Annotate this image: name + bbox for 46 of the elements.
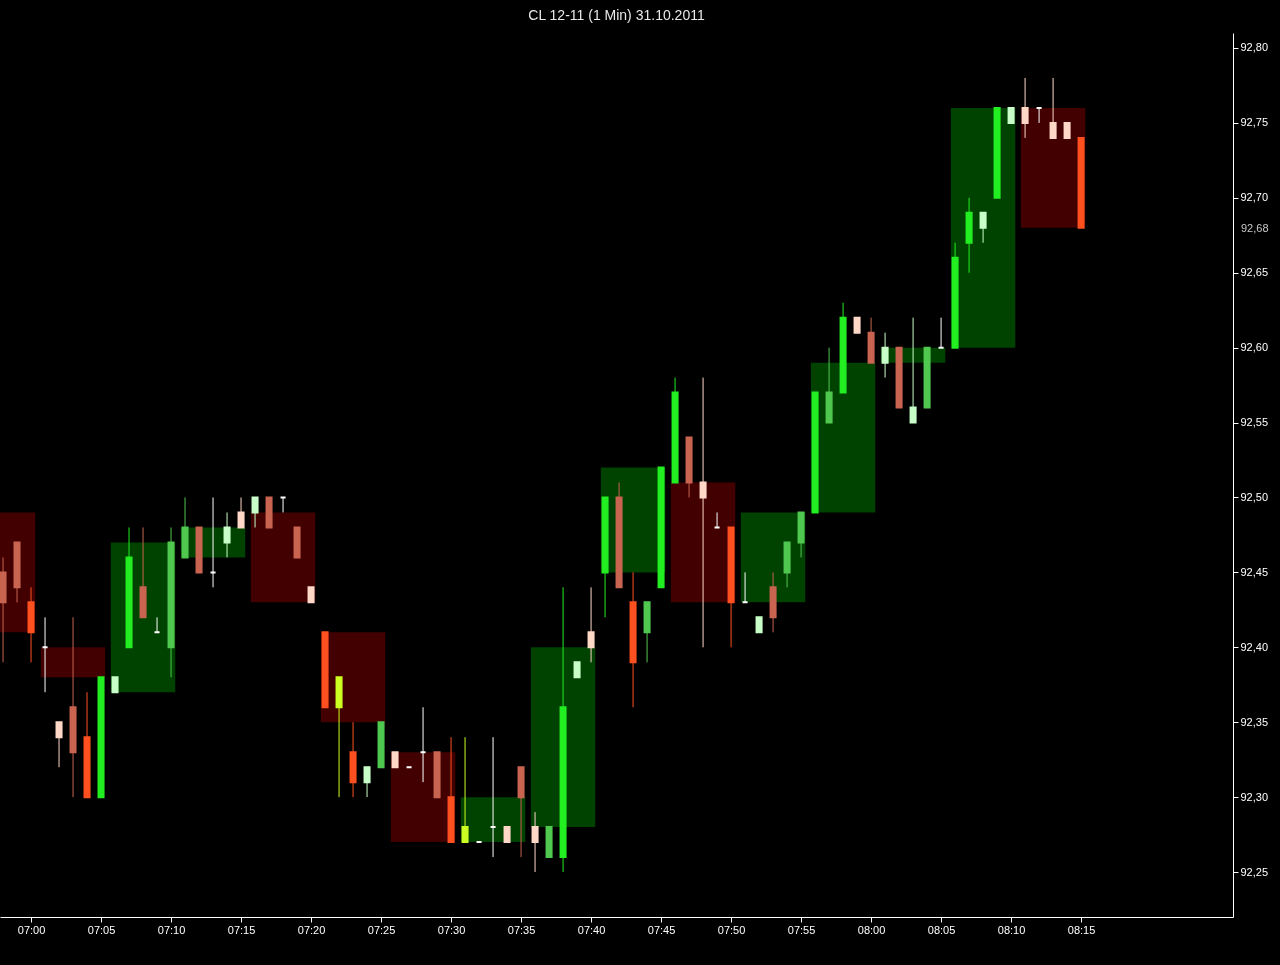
x-tick-label: 07:10 bbox=[157, 923, 186, 936]
bar bbox=[250, 512, 316, 603]
y-tick-label: 92,65 bbox=[1240, 266, 1269, 279]
x-tick-label: 08:05 bbox=[927, 923, 956, 936]
candlestick bbox=[699, 377, 707, 648]
x-tick-label: 07:05 bbox=[87, 923, 116, 936]
x-tick-label: 07:35 bbox=[507, 923, 536, 936]
candlestick bbox=[55, 721, 63, 768]
candlestick bbox=[909, 317, 917, 424]
x-tick-label: 07:55 bbox=[787, 923, 816, 936]
y-tick-label: 92,60 bbox=[1240, 341, 1269, 354]
candlestick bbox=[223, 511, 231, 558]
x-tick-label: 08:00 bbox=[857, 923, 886, 936]
candlestick bbox=[587, 586, 595, 663]
candlestick bbox=[1021, 77, 1029, 139]
x-tick-label: 08:10 bbox=[997, 923, 1026, 936]
y-tick-label: 92,50 bbox=[1240, 490, 1269, 503]
x-tick-label: 07:30 bbox=[437, 923, 466, 936]
y-tick-label: 92,75 bbox=[1240, 116, 1269, 129]
y-tick-label: 92,30 bbox=[1240, 790, 1269, 803]
bar bbox=[40, 647, 106, 678]
y-tick-label: 92,80 bbox=[1240, 41, 1269, 54]
x-tick-label: 07:00 bbox=[17, 923, 46, 936]
x-tick-label: 07:50 bbox=[717, 923, 746, 936]
x-tick-label: 07:15 bbox=[227, 923, 256, 936]
x-tick-label: 07:25 bbox=[367, 923, 396, 936]
candlestick bbox=[461, 736, 469, 844]
text: 92,68 bbox=[1241, 222, 1269, 234]
y-tick-label: 92,70 bbox=[1240, 191, 1269, 204]
candlestick bbox=[237, 496, 245, 529]
y-tick-label: 92,55 bbox=[1240, 416, 1269, 429]
y-tick-label: 92,45 bbox=[1240, 565, 1269, 578]
candlestick bbox=[881, 332, 889, 379]
x-tick-label: 07:40 bbox=[577, 923, 606, 936]
x-tick-label: 07:45 bbox=[647, 923, 676, 936]
y-tick-label: 92,25 bbox=[1240, 865, 1269, 878]
x-tick-label: 08:15 bbox=[1067, 923, 1096, 936]
candlestick bbox=[979, 211, 987, 244]
y-tick-label: 92,40 bbox=[1240, 640, 1269, 653]
chart-title: CL 12-11 (1 Min) 31.10.2011 bbox=[528, 7, 705, 23]
x-tick-label: 07:20 bbox=[297, 923, 326, 936]
candlestick bbox=[251, 496, 259, 528]
candlestick bbox=[363, 766, 371, 798]
candlestick bbox=[531, 811, 539, 873]
y-tick-label: 92,35 bbox=[1240, 715, 1269, 728]
candlestick bbox=[1049, 77, 1057, 139]
